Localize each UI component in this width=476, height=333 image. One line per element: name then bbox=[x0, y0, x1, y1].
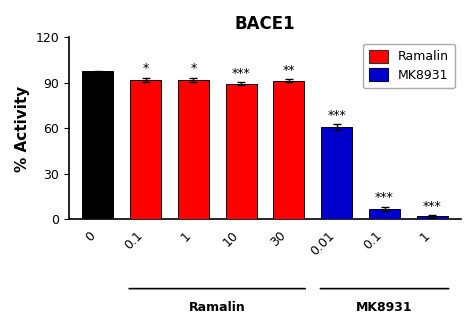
Text: *: * bbox=[142, 62, 149, 75]
Legend: Ramalin, MK8931: Ramalin, MK8931 bbox=[363, 44, 455, 88]
Text: ***: *** bbox=[375, 191, 394, 204]
Bar bbox=[226, 84, 257, 219]
Text: MK8931: MK8931 bbox=[356, 301, 413, 314]
Bar bbox=[130, 80, 161, 219]
Bar bbox=[273, 81, 305, 219]
Bar bbox=[369, 209, 400, 219]
Bar bbox=[178, 80, 209, 219]
Text: **: ** bbox=[283, 64, 295, 77]
Y-axis label: % Activity: % Activity bbox=[15, 85, 30, 171]
Title: BACE1: BACE1 bbox=[235, 15, 295, 33]
Text: *: * bbox=[190, 62, 197, 75]
Bar bbox=[321, 127, 352, 219]
Bar bbox=[82, 72, 113, 219]
Text: ***: *** bbox=[327, 109, 346, 122]
Text: Ramalin: Ramalin bbox=[189, 301, 246, 314]
Text: ***: *** bbox=[423, 200, 442, 213]
Bar bbox=[417, 216, 448, 219]
Text: ***: *** bbox=[232, 67, 250, 80]
